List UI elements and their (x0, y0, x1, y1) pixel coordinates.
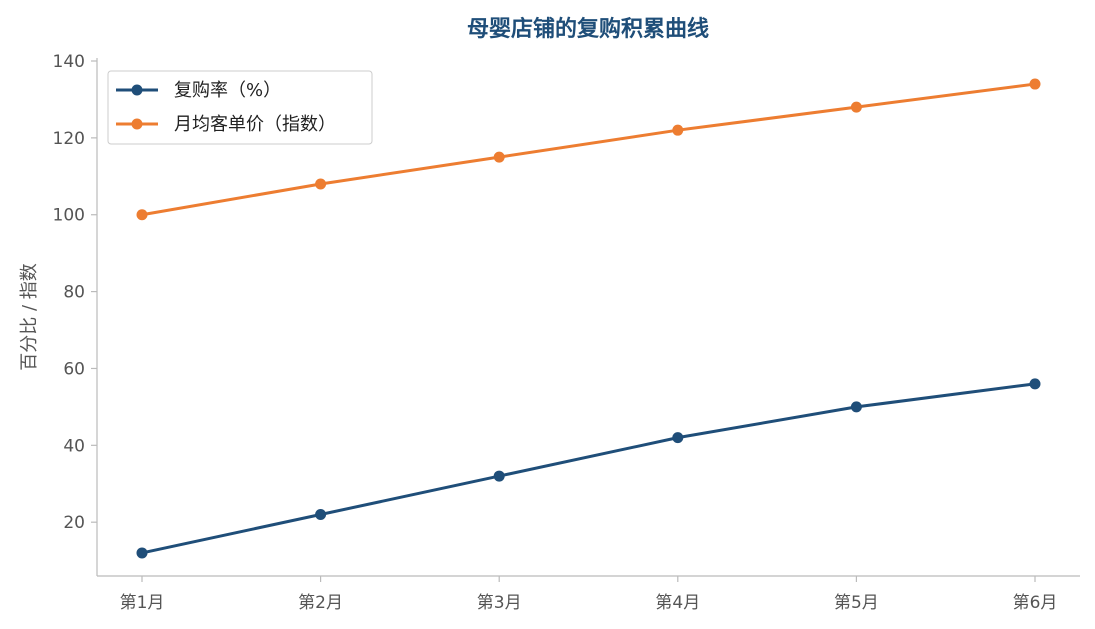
y-tick-label: 140 (53, 52, 85, 72)
data-point (136, 547, 148, 559)
x-tick-label: 第1月 (120, 593, 165, 613)
legend-item: 复购率（%） (116, 80, 281, 101)
x-tick-label: 第4月 (655, 593, 700, 613)
legend-marker (131, 84, 143, 96)
legend-item: 月均客单价（指数） (116, 114, 336, 135)
data-point (1029, 378, 1041, 390)
legend: 复购率（%） 月均客单价（指数） (107, 70, 373, 145)
data-point (1029, 78, 1041, 90)
y-tick-label: 20 (63, 513, 85, 533)
x-ticks: 第1月 第2月 第3月 第4月 第5月 第6月 (120, 576, 1058, 613)
y-tick-label: 80 (63, 283, 85, 303)
data-point (315, 178, 327, 190)
data-point (672, 124, 684, 136)
x-tick-label: 第3月 (477, 593, 522, 613)
axes (96, 58, 1080, 577)
data-point (315, 509, 327, 521)
data-point (493, 151, 505, 163)
series-layer (136, 78, 1041, 559)
y-axis-label: 百分比 / 指数 (19, 263, 40, 371)
legend-marker (131, 118, 143, 130)
y-tick-label: 40 (63, 436, 85, 456)
data-point (493, 470, 505, 482)
data-point (136, 209, 148, 221)
series-1 (136, 378, 1041, 559)
series-line (140, 382, 1037, 555)
legend-label: 复购率（%） (174, 80, 281, 101)
chart-title: 母婴店铺的复购积累曲线 (467, 16, 709, 42)
x-tick-label: 第5月 (834, 593, 879, 613)
legend-label: 月均客单价（指数） (174, 114, 336, 135)
data-point (850, 401, 862, 413)
y-tick-label: 60 (63, 359, 85, 379)
series-2 (136, 78, 1041, 221)
x-tick-label: 第6月 (1013, 593, 1058, 613)
data-point (672, 432, 684, 444)
series-line (140, 82, 1037, 217)
y-tick-label: 100 (53, 206, 85, 226)
y-ticks: 20 40 60 80 100 120 140 (53, 52, 97, 533)
y-tick-label: 120 (53, 129, 85, 149)
x-tick-label: 第2月 (298, 593, 343, 613)
legend-box (107, 70, 373, 145)
data-point (850, 101, 862, 113)
